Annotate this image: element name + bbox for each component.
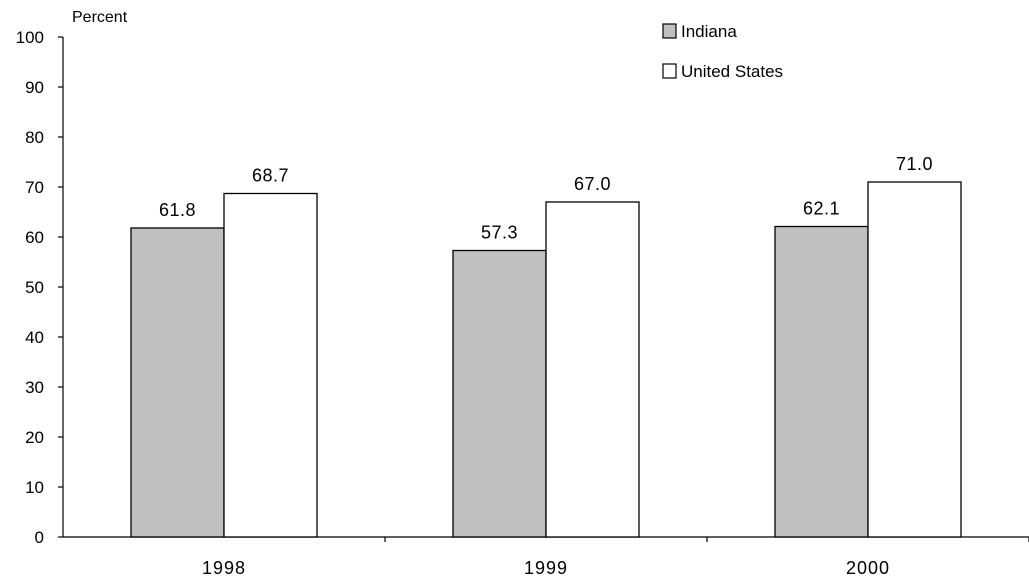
y-tick-label: 30 <box>25 378 44 397</box>
legend: Indiana United States <box>662 22 783 81</box>
y-tick-label: 60 <box>25 228 44 247</box>
y-tick-label: 40 <box>25 328 44 347</box>
y-axis-title: Percent <box>72 9 128 26</box>
legend-swatch <box>662 23 677 39</box>
y-tick-label: 10 <box>25 478 44 497</box>
data-label: 68.7 <box>252 166 289 186</box>
y-tick-label: 50 <box>25 278 44 297</box>
bar-united-states <box>545 201 640 538</box>
data-label: 67.0 <box>574 174 611 194</box>
x-tick-label: 1999 <box>524 558 568 578</box>
data-label: 61.8 <box>159 200 196 220</box>
y-tick-label: 70 <box>25 178 44 197</box>
x-tick-label: 1998 <box>202 558 246 578</box>
bar-indiana <box>774 225 869 538</box>
bar-indiana <box>130 227 225 538</box>
data-label: 71.0 <box>896 154 933 174</box>
y-tick-label: 20 <box>25 428 44 447</box>
y-tick-label: 100 <box>16 28 44 47</box>
bar-united-states <box>867 181 962 538</box>
legend-label: Indiana <box>681 22 737 41</box>
x-tick-label: 2000 <box>846 558 890 578</box>
y-tick-label: 80 <box>25 128 44 147</box>
plot-area: 0 10 20 30 40 50 60 70 80 90 100 61.8 68.7 1998 57.3 67… <box>16 28 1029 578</box>
y-tick-label: 0 <box>35 528 44 547</box>
y-tick-label: 90 <box>25 78 44 97</box>
bar-united-states <box>223 192 318 538</box>
bar-indiana <box>452 249 547 538</box>
data-label: 57.3 <box>481 223 518 243</box>
data-label: 62.1 <box>803 199 840 219</box>
legend-label: United States <box>681 62 783 81</box>
legend-swatch <box>662 63 677 79</box>
